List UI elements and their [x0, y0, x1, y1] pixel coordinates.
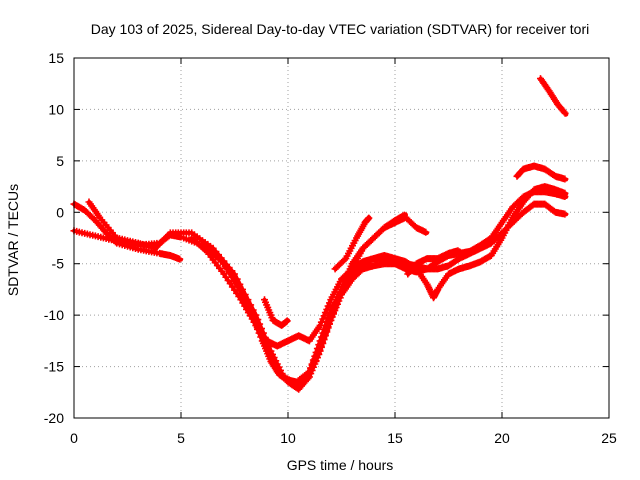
series-track-11 [537, 75, 569, 117]
data-point [326, 317, 334, 325]
data-point [319, 315, 327, 323]
y-tick-label: 5 [56, 153, 64, 169]
data-point [316, 346, 324, 354]
data-series [70, 75, 569, 393]
data-point [234, 283, 242, 291]
data-point [326, 299, 333, 307]
data-point [240, 294, 248, 302]
data-point [176, 255, 184, 263]
data-point [244, 302, 252, 310]
data-point [283, 317, 291, 325]
data-point [305, 368, 313, 376]
data-point [365, 214, 373, 222]
data-point [246, 306, 253, 314]
x-tick-label: 5 [177, 430, 185, 446]
data-point [252, 321, 260, 329]
data-point [250, 318, 258, 326]
data-point [319, 338, 326, 346]
y-axis-title: SDTVAR / TECUs [5, 184, 21, 296]
tick-marks: 0 5 10 15 20 25 -20 -15 -10 -5 0 5 10 15 [44, 50, 617, 446]
data-point [561, 175, 569, 183]
data-point [329, 307, 337, 315]
data-point [254, 325, 261, 333]
data-point [328, 311, 336, 318]
data-point [238, 291, 246, 299]
data-point [316, 321, 324, 329]
data-point [257, 333, 265, 341]
data-point [325, 320, 333, 328]
data-point [422, 228, 430, 236]
data-point [323, 327, 330, 335]
chart-title: Day 103 of 2025, Sidereal Day-to-day VTE… [91, 21, 590, 37]
data-point [313, 354, 321, 362]
data-point [320, 334, 328, 342]
data-point [236, 287, 244, 295]
data-point [561, 210, 569, 218]
x-tick-label: 15 [387, 430, 403, 446]
data-point [315, 350, 322, 358]
x-tick-label: 25 [601, 430, 617, 446]
data-point [454, 247, 462, 255]
data-point [242, 298, 250, 306]
data-point [112, 238, 119, 246]
data-point [317, 342, 325, 350]
series-track-6 [312, 213, 430, 365]
data-point [323, 305, 331, 313]
data-point [321, 330, 329, 338]
x-tick-label: 20 [494, 430, 510, 446]
data-point [307, 365, 315, 372]
series-track-8 [261, 296, 291, 329]
plot-frame [73, 57, 610, 419]
data-point [247, 310, 255, 318]
y-tick-label: -20 [44, 410, 64, 426]
data-point [561, 193, 569, 200]
x-tick-label: 10 [280, 430, 296, 446]
y-tick-label: 10 [48, 101, 64, 117]
data-point [324, 302, 332, 310]
data-point [340, 256, 348, 264]
series-track-2 [70, 200, 184, 263]
data-point [327, 314, 335, 322]
data-point [560, 108, 568, 116]
data-point [317, 318, 325, 326]
x-tick-label: 0 [70, 430, 78, 446]
plot-border [73, 57, 610, 419]
series-track-9 [404, 247, 462, 278]
y-tick-label: -15 [44, 359, 64, 375]
series-track-7 [331, 214, 373, 273]
data-point [561, 109, 569, 117]
y-tick-label: -5 [52, 256, 65, 272]
y-tick-label: -10 [44, 307, 64, 323]
x-axis-title: GPS time / hours [287, 457, 394, 473]
data-point [312, 357, 320, 365]
data-point [255, 329, 263, 337]
data-point [231, 275, 238, 283]
series-track-10 [513, 162, 569, 183]
y-tick-label: 15 [48, 50, 64, 66]
grid-lines [74, 58, 609, 418]
data-point [330, 304, 338, 312]
data-point [320, 312, 328, 320]
data-point [232, 279, 240, 287]
data-point [321, 309, 329, 317]
y-tick-label: 0 [56, 204, 64, 220]
data-point [249, 314, 257, 322]
data-point [324, 323, 332, 331]
data-point [308, 361, 316, 369]
